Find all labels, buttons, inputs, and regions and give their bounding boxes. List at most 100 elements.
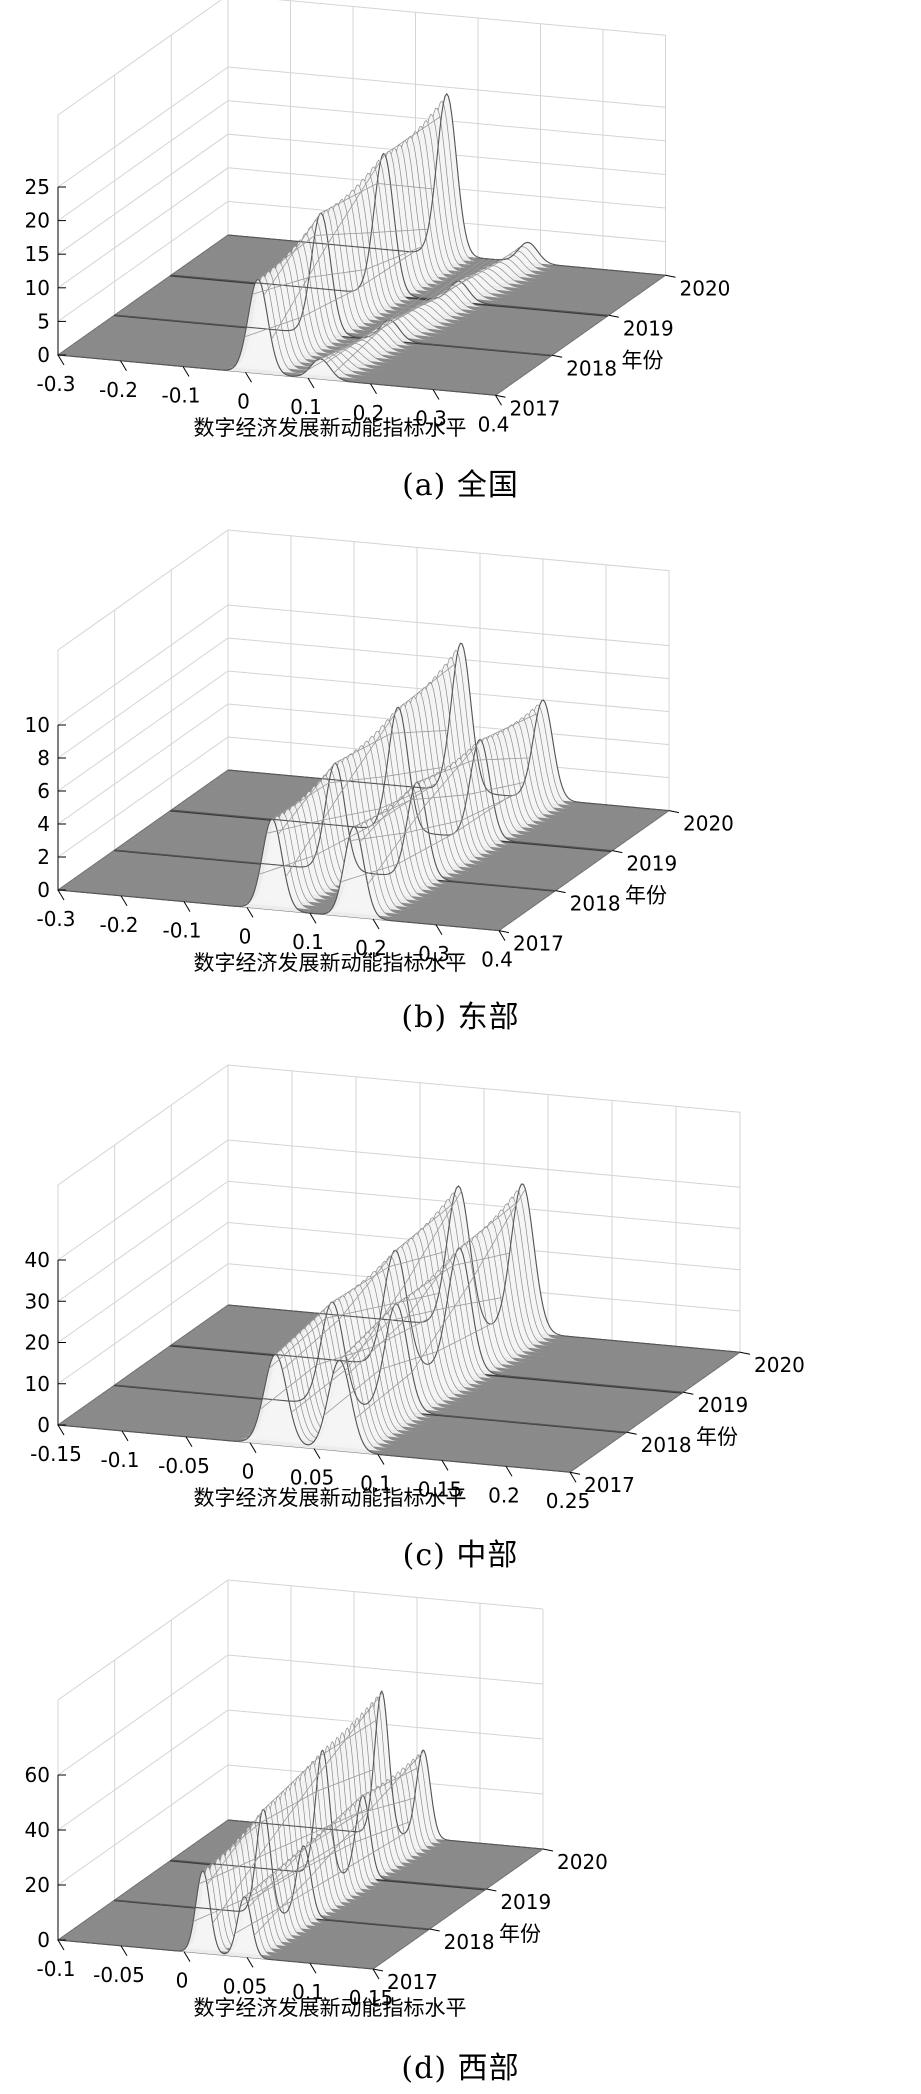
year-tick [486, 1888, 497, 1892]
x-tick-label: 0 [242, 1460, 255, 1484]
x-tick [246, 1957, 254, 1968]
series-line-2018 [114, 1301, 627, 1433]
rib-line [285, 662, 457, 878]
rib-line [271, 767, 443, 820]
rib-line [333, 259, 505, 374]
mesh-line [72, 1857, 388, 1960]
surface-fill [147, 1776, 463, 1906]
z-tick-label: 30 [25, 1289, 50, 1313]
mesh-line [218, 107, 657, 283]
series-line-2019 [171, 1749, 487, 1890]
mesh-line [109, 768, 551, 895]
x-tick-label: 0.3 [418, 942, 450, 966]
surface-chart-b: 0 2 4 6 8 10 -0.3 -0.2 -0.1 0 0.1 0.2 0.3 0.4 数字经济发展新动… [25, 529, 734, 975]
rib-line [257, 228, 429, 280]
grid-line [57, 66, 666, 188]
x-tick-label: 0.4 [481, 948, 513, 972]
mesh-line [128, 203, 567, 346]
mesh-line [223, 100, 661, 279]
x-tick [313, 1448, 321, 1459]
mesh-line [105, 774, 547, 898]
grid-line [227, 1064, 741, 1113]
z-tick-label: 0 [37, 1928, 50, 1952]
x-tick-label: -0.1 [36, 1957, 75, 1981]
x-axis-label: 数字经济发展新动能指标水平 [194, 1486, 467, 1510]
caption-a: (a) 全国 [402, 468, 519, 503]
grid-line [227, 529, 670, 572]
rib-line [282, 1203, 453, 1371]
z-tick-label: 10 [25, 276, 50, 300]
mesh-line [76, 261, 515, 383]
x-tick [309, 912, 317, 924]
x-tick [120, 895, 128, 907]
rib-line [340, 795, 511, 883]
surface-fill [218, 1702, 534, 1856]
rib-line [206, 1719, 378, 1886]
series-line-2019 [171, 706, 613, 852]
x-tick [495, 394, 502, 406]
year-tick-label: 2020 [754, 1353, 805, 1377]
mesh-line [138, 745, 580, 875]
x-tick-label: 0.1 [290, 395, 322, 419]
year-axis-label: 年份 [625, 884, 667, 908]
mesh-line [138, 194, 576, 339]
surface-fill [166, 1755, 482, 1893]
rib-line [355, 1188, 526, 1419]
z-tick-label: 60 [25, 1763, 50, 1787]
z-tick-label: 15 [25, 242, 50, 266]
rib-line [277, 729, 449, 835]
x-tick-label: 0.25 [546, 1489, 591, 1513]
x-tick [372, 1968, 380, 1980]
year-tick-label: 2020 [557, 1850, 608, 1874]
surface-fill [138, 194, 576, 339]
rib-line [346, 1202, 517, 1377]
surface-fill [124, 1800, 440, 1923]
mesh-line [109, 1815, 425, 1933]
grid-line [57, 529, 229, 651]
surface-fill [143, 1781, 458, 1909]
x-tick [432, 389, 440, 400]
panel-b: 0 2 4 6 8 10 -0.3 -0.2 -0.1 0 0.1 0.2 0.3 0.4 数字经济发展新动… [0, 529, 921, 1040]
x-tick-label: 0 [239, 924, 252, 948]
z-tick-label: 40 [25, 1818, 50, 1842]
year-tick [495, 394, 506, 398]
x-tick [120, 1945, 128, 1957]
series-line-2018 [114, 212, 553, 356]
series-line-2017 [57, 1870, 374, 1970]
rib-line [266, 783, 437, 834]
mesh-line [105, 1820, 421, 1937]
rib-line [339, 1252, 510, 1361]
x-tick-label: 0.15 [349, 1986, 394, 2010]
surface-fill [133, 199, 572, 342]
mesh-line [185, 144, 624, 306]
mesh-line [194, 135, 633, 299]
z-tick-label: 2 [37, 845, 50, 869]
mesh-line [86, 795, 528, 911]
surface-chart-d: 0 20 40 60 -0.1 -0.05 0 0.05 0.1 0.15数字经济发展新动能指标水… [25, 1579, 608, 2020]
year-tick [555, 890, 566, 894]
rib-line [198, 1807, 369, 1885]
year-tick-label: 2018 [444, 1930, 495, 1954]
x-tick [435, 924, 443, 936]
surface-mesh [57, 1183, 741, 1473]
surface-fill [67, 1862, 383, 1963]
mesh-line [209, 119, 647, 289]
mesh-line [95, 785, 537, 905]
grid-line [276, 0, 666, 36]
surface-fill [171, 1750, 487, 1889]
x-tick [57, 889, 65, 901]
year-tick-label: 2017 [513, 932, 564, 956]
x-tick [121, 1430, 129, 1442]
z-axis: 0 10 20 30 40 [25, 1248, 66, 1437]
mesh-line [128, 753, 570, 881]
x-tick [370, 383, 377, 395]
grid-line [57, 604, 670, 726]
surface-fill [180, 1741, 496, 1883]
grid-line [57, 1064, 229, 1186]
surface-fill [133, 1791, 449, 1916]
mesh-line [138, 1786, 454, 1913]
x-tick [183, 1951, 191, 1962]
